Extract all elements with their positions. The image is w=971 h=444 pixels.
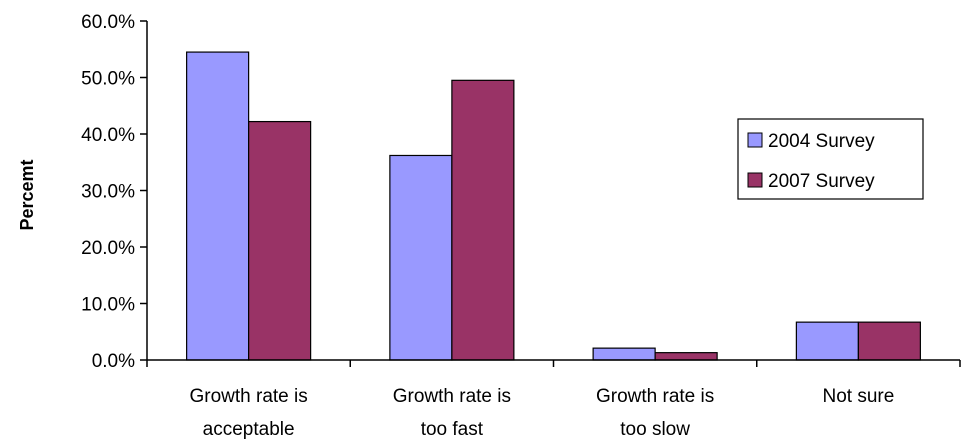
- x-category-label: Not sure: [822, 386, 894, 407]
- legend-label: 2007 Survey: [768, 171, 875, 192]
- x-axis-category-labels: Growth rate is acceptable Growth rate is to…: [189, 386, 894, 440]
- bar-2007-survey: [857, 321, 921, 361]
- y-tick-label: 50.0%: [81, 69, 135, 90]
- bar-2007-survey: [654, 352, 718, 361]
- legend-swatch: [747, 172, 763, 188]
- y-tick-label: 20.0%: [81, 238, 135, 259]
- y-tick-label: 60.0%: [81, 12, 135, 33]
- y-tick-label: 40.0%: [81, 125, 135, 146]
- x-axis-ticks: [146, 360, 961, 367]
- legend: 2004 Survey 2007 Survey: [737, 118, 924, 200]
- y-axis-label: Percemt: [17, 159, 37, 230]
- x-category-label: Growth rate is too fast: [393, 386, 511, 440]
- bar-2004-survey: [389, 154, 453, 361]
- bar-2004-survey: [592, 347, 656, 361]
- bar-2004-survey: [795, 321, 859, 361]
- x-category-label: Growth rate is acceptable: [189, 386, 307, 440]
- y-tick-label: 0.0%: [92, 351, 135, 372]
- bars: [186, 51, 921, 361]
- legend-label: 2004 Survey: [768, 131, 875, 152]
- legend-swatch: [747, 132, 763, 148]
- bar-2004-survey: [186, 51, 250, 361]
- y-tick-label: 30.0%: [81, 182, 135, 203]
- bar-2007-survey: [451, 79, 515, 361]
- y-tick-label: 10.0%: [81, 295, 135, 316]
- x-category-label: Growth rate is too slow: [596, 386, 714, 440]
- legend-box: [737, 118, 924, 200]
- bar-2007-survey: [248, 120, 312, 361]
- y-axis-ticks: 0.0% 10.0% 20.0% 30.0% 40.0% 50.0% 60.0%: [81, 12, 147, 372]
